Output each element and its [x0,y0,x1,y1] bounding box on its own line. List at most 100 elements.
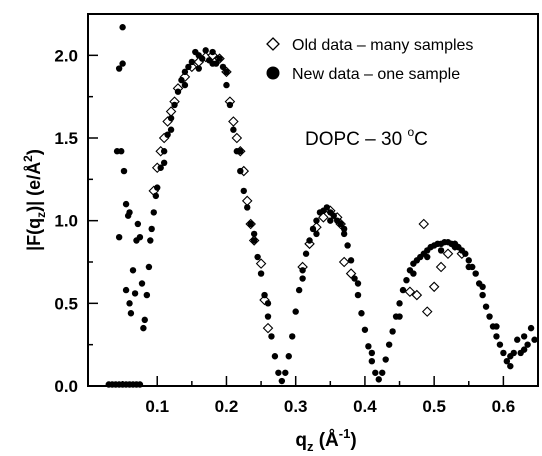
new-data-point [465,257,472,264]
new-data-point [124,212,132,219]
legend-open-diamond-marker [266,37,280,51]
new-data-point [131,290,139,297]
new-data-point [520,346,528,353]
new-data-point [368,358,376,365]
new-data-point [261,291,268,299]
new-data-point [486,313,493,320]
new-data-point [250,237,258,244]
new-data-point [424,253,431,261]
x-tick-labels: 0.1 0.2 0.3 0.4 0.5 0.6 [145,397,515,416]
new-data-point [285,353,292,360]
new-data-point [209,60,216,67]
old-data-point [228,116,239,127]
new-data-point [254,253,261,261]
new-data-point [145,263,153,271]
new-data-point [524,341,531,348]
old-data-point [411,289,423,301]
new-data-point [479,291,486,299]
old-data-point [179,71,191,83]
old-data-point [255,258,267,269]
plot-frame [87,13,539,387]
new-data-point [247,220,254,228]
new-data-point [136,234,144,241]
new-data-point [361,326,369,333]
new-data-point [226,101,234,109]
new-data-point [271,353,279,360]
new-data-point [451,243,459,251]
new-data-point [295,286,303,294]
new-data-point [138,280,146,287]
x-tick-label: 0.5 [422,397,446,416]
annotation-main-text: DOPC – 30 [305,129,407,150]
new-data-point [340,225,348,233]
new-data-point [209,48,216,56]
y-label-close: ) [24,149,44,155]
new-data-point [171,101,178,109]
new-data-point [313,230,320,238]
new-data-point [223,81,230,89]
old-data-point [442,248,454,260]
new-data-point [264,313,272,320]
new-data-point [119,24,126,31]
new-data-point [230,126,237,133]
new-data-point [520,333,528,340]
y-tick-labels: 0.0 0.5 1.0 1.5 2.0 [54,46,78,396]
new-data-point [465,263,472,271]
new-data-series [105,24,538,388]
x-tick-label: 0.6 [492,397,516,416]
legend-filled-circle-marker [266,66,280,80]
new-data-point [264,300,272,307]
x-tick-label: 0.2 [215,397,239,416]
x-label-unit-open: (Å [313,430,339,451]
new-data-point [147,237,154,244]
new-data-point [195,65,202,72]
new-data-point [185,63,192,71]
new-data-point [154,184,161,191]
new-data-point [174,88,182,95]
new-data-point [358,310,365,317]
new-data-point [527,324,535,332]
new-data-point [496,341,504,348]
new-data-point [115,234,123,241]
new-data-point [507,362,514,370]
new-data-point [354,291,362,299]
new-data-point [389,328,396,335]
new-data-point [223,68,230,76]
old-data-point [435,261,447,273]
new-data-point [134,220,142,228]
new-data-point [275,369,282,376]
new-data-point [472,270,479,277]
legend-label-old-data: Old data – many samples [292,37,473,54]
new-data-point [167,126,175,133]
x-axis-label: qz (Å-1) [295,426,356,454]
new-data-point [368,349,376,357]
x-label-sub: z [307,439,314,454]
new-data-point [122,200,130,208]
new-data-point [330,212,337,219]
new-data-point [152,192,160,200]
new-data-point [140,324,147,332]
old-data-point [165,106,177,117]
new-data-point [479,283,486,290]
x-label-unit-sup: -1 [339,426,351,441]
legend: Old data – many samples New data – one s… [266,37,473,83]
new-data-point [403,276,410,284]
chart-annotation: DOPC – 30 oC [305,125,428,150]
new-data-point [160,148,168,155]
new-data-point [493,333,500,340]
new-data-point [160,159,168,166]
y-label-sup: 2 [21,155,35,162]
new-data-point [382,356,389,363]
y-axis-label: |F(qz)| (e/Å2) [21,149,48,251]
new-data-point [340,230,348,238]
new-data-point [292,308,299,315]
new-data-point [437,247,445,254]
new-data-point [410,270,417,277]
new-data-point [278,377,286,385]
annotation-degree-sup: o [407,125,414,139]
new-data-point [379,369,386,376]
new-data-point [327,217,334,224]
new-data-point [240,187,247,195]
x-label-unit-close: ) [350,430,356,451]
